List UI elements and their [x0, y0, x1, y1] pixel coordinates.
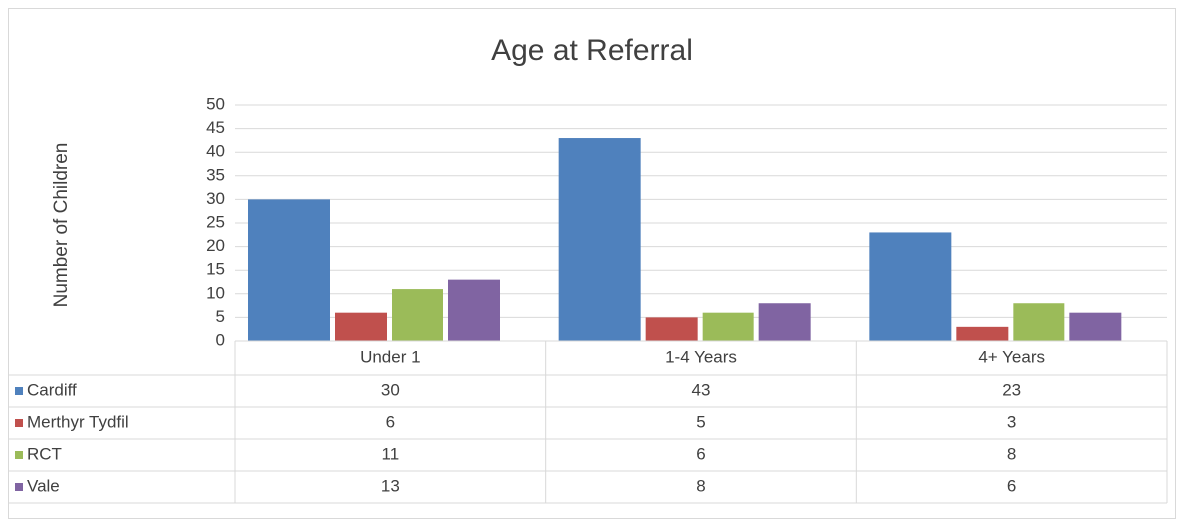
table-value: 6: [696, 444, 705, 463]
legend-label: Vale: [27, 476, 60, 495]
table-value: 8: [696, 476, 705, 495]
bar: [956, 326, 1009, 341]
y-tick-label: 10: [206, 283, 225, 302]
bar: [558, 138, 641, 341]
table-value: 23: [1002, 380, 1021, 399]
y-tick-label: 35: [206, 165, 225, 184]
x-tick-label: 1-4 Years: [665, 347, 737, 366]
bar: [702, 312, 754, 341]
bar: [1069, 312, 1122, 341]
y-tick-label: 40: [206, 142, 225, 161]
legend-label: RCT: [27, 444, 62, 463]
bar: [448, 279, 500, 341]
legend-label: Cardiff: [27, 380, 77, 399]
y-tick-label: 5: [216, 307, 225, 326]
bar: [248, 199, 330, 341]
table-value: 8: [1007, 444, 1016, 463]
legend-swatch: [15, 451, 23, 459]
table-value: 5: [696, 412, 705, 431]
table-value: 6: [386, 412, 395, 431]
table-value: 43: [692, 380, 711, 399]
table-value: 3: [1007, 412, 1016, 431]
y-tick-label: 0: [216, 330, 225, 349]
y-tick-label: 30: [206, 189, 225, 208]
y-tick-label: 15: [206, 260, 225, 279]
x-tick-label: 4+ Years: [978, 347, 1045, 366]
x-tick-label: Under 1: [360, 347, 420, 366]
chart-title: Age at Referral: [491, 34, 693, 67]
y-tick-label: 45: [206, 118, 225, 137]
legend-swatch: [15, 387, 23, 395]
y-tick-label: 20: [206, 236, 225, 255]
table-value: 13: [381, 476, 400, 495]
legend-swatch: [15, 483, 23, 491]
bar: [392, 289, 443, 341]
table-value: 6: [1007, 476, 1016, 495]
table-value: 30: [381, 380, 400, 399]
legend-swatch: [15, 419, 23, 427]
bar: [1013, 303, 1065, 341]
y-tick-label: 25: [206, 212, 225, 231]
table-value: 11: [382, 444, 400, 463]
bar: [335, 312, 387, 341]
bar: [645, 317, 698, 341]
legend-label: Merthyr Tydfil: [27, 412, 129, 431]
bar: [758, 303, 811, 341]
bar: [869, 232, 952, 341]
y-tick-label: 50: [206, 94, 225, 113]
y-axis-label: Number of Children: [51, 143, 72, 308]
